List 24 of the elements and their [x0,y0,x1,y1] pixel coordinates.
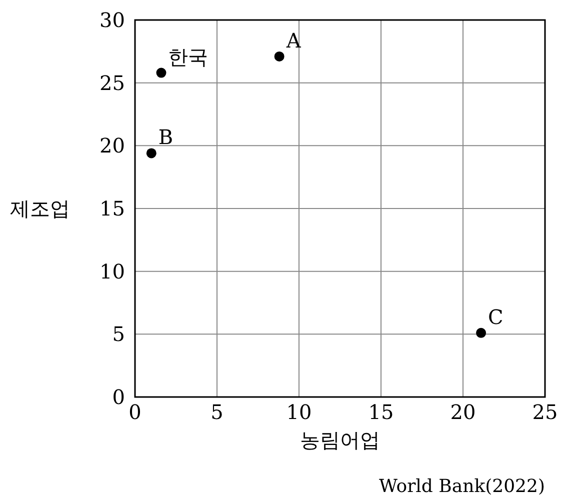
point [146,148,156,158]
y-tick-label: 0 [112,385,125,409]
point [274,51,284,62]
point [156,68,166,78]
x-tick-label: 5 [210,400,224,424]
y-tick-label: 20 [100,134,125,158]
x-tick-label: 10 [286,400,312,424]
annotation: C [488,304,504,329]
x-tick-label: 25 [532,400,558,424]
y-tick-label: 10 [100,259,125,284]
annotation: B [158,125,174,150]
annotation: A [285,28,302,52]
x-tick-label: 0 [128,400,142,424]
text: World Bank(2022) [378,476,545,497]
y-axis-title: 제조업 [10,196,70,220]
point [476,328,486,338]
y-tick-label: 5 [112,322,125,346]
y-tick-label: 15 [100,196,125,220]
y-tick-label: 30 [100,8,125,32]
x-tick-label: 20 [450,400,476,424]
x-axis-title: 농림어업 [300,428,380,452]
x-tick-label: 15 [368,400,394,424]
y-tick-label: 25 [100,70,125,95]
annotation: 한국 [168,44,208,69]
